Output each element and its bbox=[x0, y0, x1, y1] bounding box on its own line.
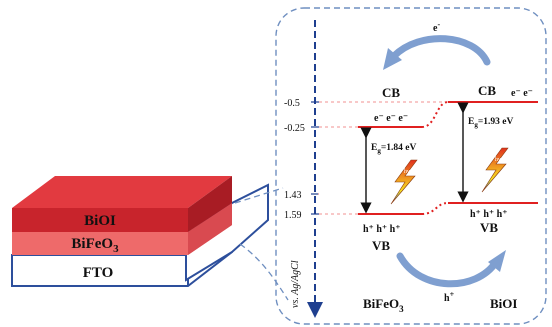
axis-tick-label: -0.5 bbox=[284, 98, 300, 109]
band-bending bbox=[421, 101, 449, 215]
hole-transfer-arrow: h+ bbox=[396, 250, 506, 304]
bifeo3-electrons: e⁻ e⁻ e⁻ bbox=[374, 113, 408, 124]
axis-tick-label: 1.43 bbox=[284, 190, 302, 201]
bifeo3-vb-label: VB bbox=[372, 238, 390, 253]
axis-label: vs. Ag/AgCl bbox=[290, 260, 301, 308]
svg-text:hν: hν bbox=[495, 157, 501, 163]
axis-tick-label: 1.59 bbox=[284, 210, 302, 221]
fto-layer-label: FTO bbox=[83, 265, 114, 281]
bifeo3-bandgap-label: Eg=1.84 eV bbox=[371, 143, 416, 155]
svg-text:hν: hν bbox=[404, 169, 410, 175]
potential-axis: vs. Ag/AgCl -0.5 -0.25 1.43 1.59 bbox=[284, 20, 323, 318]
bioi-electrons: e⁻ e⁻ bbox=[511, 88, 533, 99]
zoom-connectors bbox=[234, 187, 289, 301]
light-bolt-icon: hν bbox=[481, 147, 509, 193]
tick-guides bbox=[318, 101, 448, 215]
bifeo3-layer-label: BiFeO3 bbox=[71, 236, 119, 255]
band-gap-arrows bbox=[360, 102, 469, 214]
hole-transfer-label: h+ bbox=[444, 290, 455, 304]
band-edges bbox=[358, 101, 538, 215]
bioi-layer-label: BiOI bbox=[84, 213, 116, 229]
bifeo3-holes: h⁺ h⁺ h⁺ bbox=[363, 224, 401, 235]
bioi-bandgap-label: Eg=1.93 eV bbox=[468, 117, 513, 129]
layer-stack: BiOI BiFeO3 FTO bbox=[11, 176, 269, 287]
bioi-layer bbox=[12, 176, 232, 232]
bioi-cb-label: CB bbox=[478, 83, 496, 98]
bifeo3-material-label: BiFeO3 bbox=[363, 296, 404, 314]
bioi-vb-label: VB bbox=[480, 220, 498, 235]
electron-transfer-label: e- bbox=[433, 20, 440, 34]
bifeo3-layer bbox=[12, 203, 232, 255]
bifeo3-cb-label: CB bbox=[382, 85, 400, 100]
bioi-material-label: BiOI bbox=[490, 296, 517, 311]
bioi-holes: h⁺ h⁺ h⁺ bbox=[470, 209, 508, 220]
light-bolt-icon: hν bbox=[390, 159, 418, 205]
axis-tick-label: -0.25 bbox=[284, 123, 305, 134]
electron-transfer-arrow: e- bbox=[383, 20, 491, 70]
